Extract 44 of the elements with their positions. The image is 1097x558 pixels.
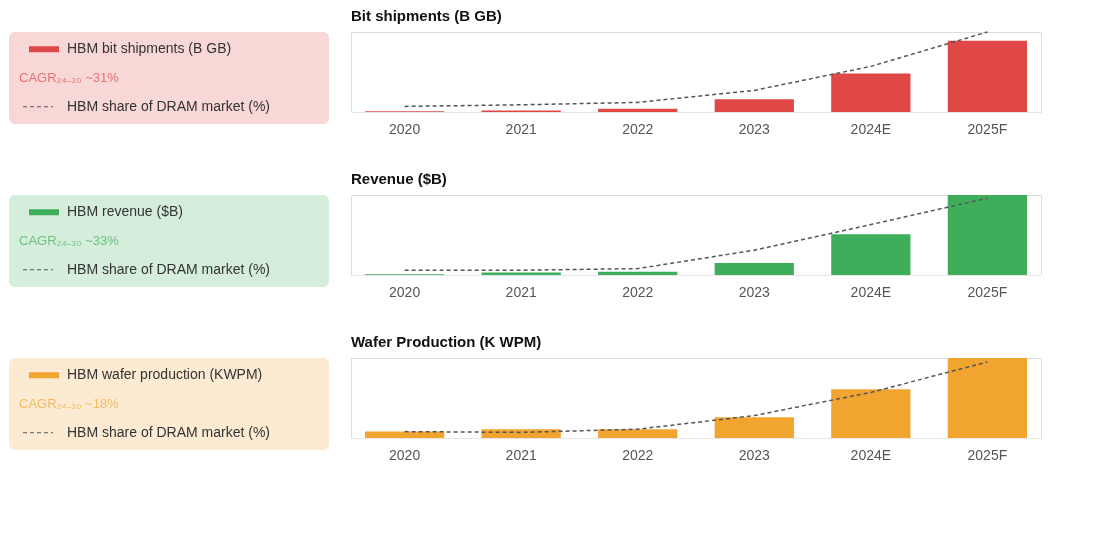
legend-label: HBM share of DRAM market (%) xyxy=(67,97,271,114)
x-tick-label: 2023 xyxy=(738,283,771,300)
chart-title: Revenue ($B) xyxy=(351,170,447,187)
bar xyxy=(714,263,794,275)
legend-label: HBM share of DRAM market (%) xyxy=(67,423,271,440)
bar xyxy=(947,358,1028,438)
x-tick-label: 2024E xyxy=(850,120,892,137)
x-tick-label: 2020 xyxy=(389,120,421,137)
x-tick-label: 2023 xyxy=(738,120,771,137)
legend-label: HBM share of DRAM market (%) xyxy=(67,260,271,277)
x-tick-label: 2022 xyxy=(622,446,654,463)
text: CAGR₂₄₋₃₀ ~31% xyxy=(19,70,120,85)
x-tick-label: 2025F xyxy=(967,120,1008,137)
bar xyxy=(714,417,794,438)
x-tick-label: 2020 xyxy=(389,446,421,463)
legend-label: HBM revenue ($B) xyxy=(67,203,183,220)
bar xyxy=(947,195,1028,275)
x-tick-label: 2024E xyxy=(850,283,892,300)
bar xyxy=(364,431,445,438)
bar xyxy=(831,73,911,112)
bar xyxy=(831,389,911,438)
x-tick-label: 2025F xyxy=(967,446,1008,463)
bar xyxy=(598,271,678,275)
x-tick-label: 2024E xyxy=(850,446,892,463)
x-tick-label: 2023 xyxy=(738,446,771,463)
chart-title: Bit shipments (B GB) xyxy=(351,7,502,24)
chart-title: Wafer Production (K WPM) xyxy=(351,333,542,350)
legend-label: HBM bit shipments (B GB) xyxy=(67,40,232,57)
bar xyxy=(947,40,1028,112)
text: CAGR₂₄₋₃₀ ~33% xyxy=(19,233,120,248)
bar xyxy=(831,234,911,275)
x-tick-label: 2021 xyxy=(505,283,537,300)
x-tick-label: 2020 xyxy=(389,283,421,300)
bar xyxy=(598,108,678,112)
x-tick-label: 2022 xyxy=(622,120,654,137)
bar xyxy=(714,99,794,112)
x-tick-label: 2021 xyxy=(505,446,537,463)
bar xyxy=(598,429,678,438)
text: CAGR₂₄₋₃₀ ~18% xyxy=(19,396,120,411)
x-tick-label: 2022 xyxy=(622,283,654,300)
bar xyxy=(481,429,561,438)
x-tick-label: 2025F xyxy=(967,283,1008,300)
x-tick-label: 2021 xyxy=(505,120,537,137)
legend-label: HBM wafer production (KWPM) xyxy=(67,366,263,383)
